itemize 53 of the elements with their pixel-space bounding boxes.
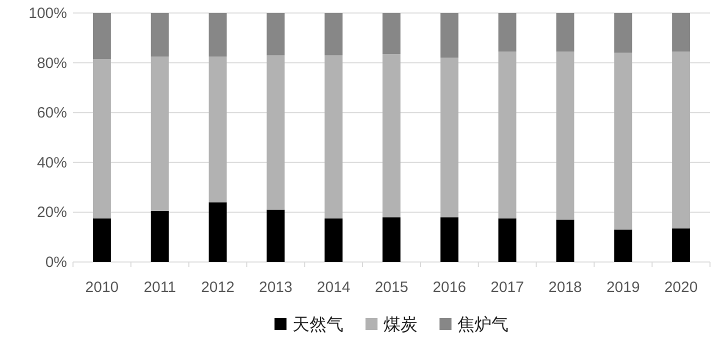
x-tick-label: 2015 — [374, 279, 408, 296]
bar — [672, 52, 690, 228]
bar — [92, 13, 111, 60]
y-tick-label: 60% — [36, 104, 67, 122]
x-tick-label: 2010 — [85, 279, 119, 296]
bar — [614, 13, 632, 53]
x-tick-label: 2017 — [490, 279, 524, 296]
bar — [440, 13, 458, 58]
bar — [382, 217, 400, 262]
y-tick-label: 40% — [36, 154, 67, 172]
bar — [556, 52, 574, 220]
x-tick-label: 2016 — [432, 279, 466, 296]
legend-label: 天然气 — [292, 315, 344, 334]
bar — [208, 202, 227, 262]
bar — [150, 13, 169, 57]
x-tick-label: 2011 — [144, 279, 176, 296]
bar — [440, 217, 458, 262]
bar — [150, 56, 169, 211]
bar — [324, 218, 343, 262]
bar — [382, 54, 400, 218]
bar — [614, 230, 632, 262]
x-tick-label: 2020 — [664, 279, 698, 296]
bar — [92, 218, 111, 262]
bar — [440, 58, 458, 218]
bar — [266, 210, 285, 262]
bar — [324, 55, 343, 218]
bar — [672, 13, 690, 52]
y-tick-label: 20% — [36, 204, 67, 222]
x-tick-label: 2018 — [548, 279, 582, 296]
x-tick-label: 2019 — [606, 279, 640, 296]
bar — [614, 52, 632, 230]
y-tick-label: 100% — [28, 5, 67, 22]
bar — [556, 220, 574, 262]
bar — [498, 13, 516, 52]
x-tick-label: 2014 — [316, 279, 350, 296]
y-tick-label: 80% — [36, 54, 67, 72]
bar — [208, 13, 227, 57]
bar — [266, 13, 285, 56]
bar — [556, 13, 574, 52]
bar — [266, 55, 285, 210]
bar — [498, 218, 516, 262]
bar — [150, 210, 169, 262]
x-tick-label: 2012 — [201, 279, 234, 296]
legend-label: 焦炉气 — [458, 315, 508, 334]
bar — [672, 228, 690, 262]
bar — [324, 13, 343, 56]
y-tick-label: 0% — [45, 254, 67, 271]
legend-label: 煤炭 — [384, 315, 418, 334]
bar — [208, 56, 227, 202]
bar — [498, 52, 516, 218]
bar — [92, 59, 111, 218]
bar — [382, 13, 400, 54]
x-tick-label: 2013 — [258, 279, 292, 296]
